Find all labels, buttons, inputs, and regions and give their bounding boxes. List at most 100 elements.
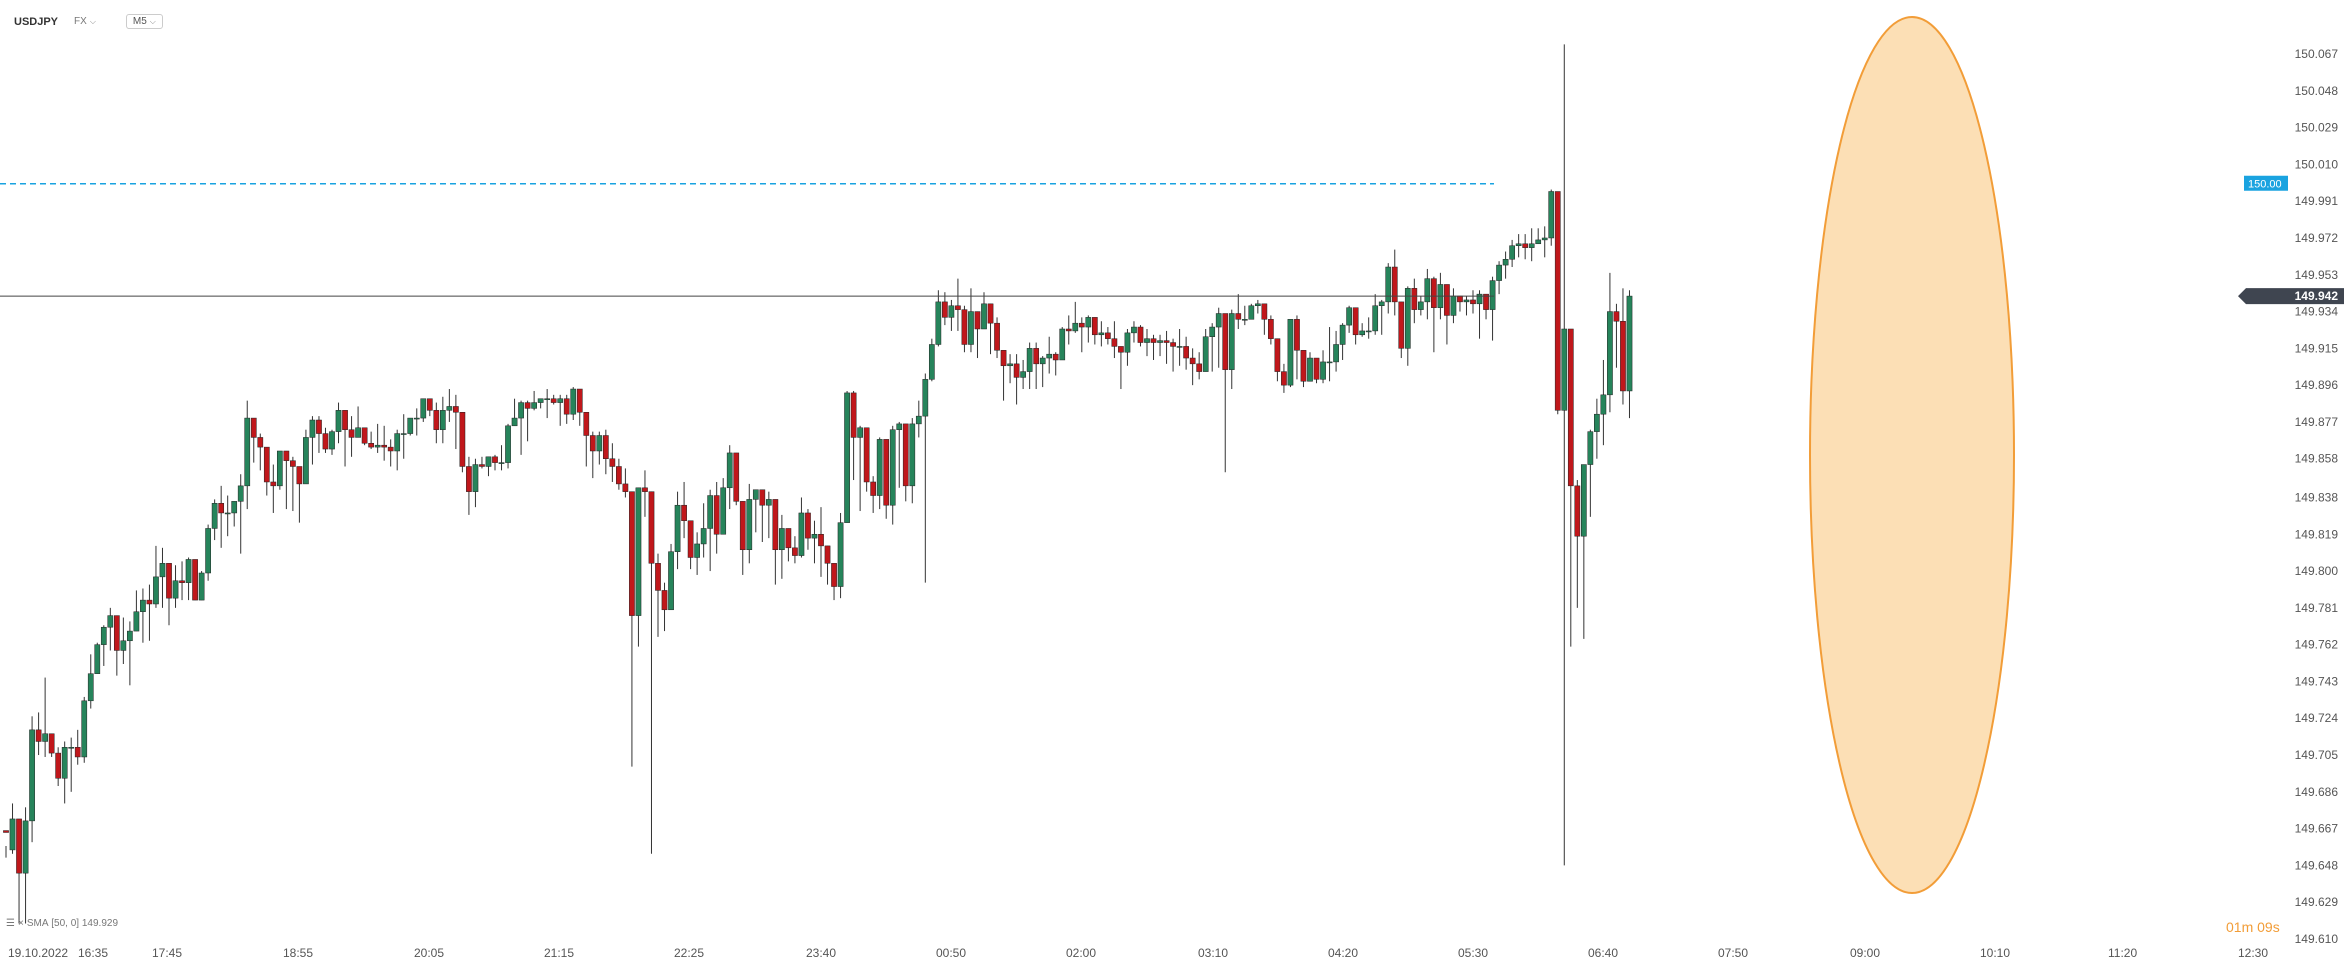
candle [1091, 317, 1098, 345]
candle [1157, 334, 1163, 357]
candle [1365, 317, 1372, 339]
candle-body-up [1515, 243, 1522, 246]
exchange-selector[interactable]: FX ⌵ [74, 16, 96, 27]
candle [413, 408, 420, 436]
candle-body-up [224, 512, 231, 515]
candle [1020, 359, 1026, 390]
candle-body-down [263, 446, 270, 483]
time-tick-label: 21:15 [544, 946, 574, 960]
candle-body-up [498, 462, 505, 464]
candle [29, 716, 35, 843]
candle-body-down [733, 452, 740, 502]
candle-body-down [453, 406, 459, 413]
level-price-tag [2244, 175, 2288, 191]
candle [1241, 305, 1248, 326]
candle [355, 406, 361, 438]
candle [1515, 234, 1522, 258]
candle [94, 642, 101, 674]
candle [55, 747, 62, 787]
candle [1261, 303, 1268, 335]
time-tick-label: 11:20 [2108, 946, 2137, 960]
time-tick-label: 16:35 [78, 946, 108, 960]
candle [1078, 317, 1085, 353]
candle [420, 398, 427, 422]
candle [433, 402, 440, 444]
candle-body-down [792, 547, 798, 556]
candle-body-down [589, 435, 596, 452]
settings-icon[interactable]: ☰ [6, 918, 15, 929]
candle-body-down [426, 398, 433, 411]
candle [1359, 323, 1366, 337]
candle-body-down [368, 442, 374, 448]
candle [179, 561, 185, 601]
candle [1404, 286, 1411, 366]
candle [759, 489, 766, 543]
candle [224, 495, 231, 537]
candle-body-up [981, 303, 987, 330]
candle [779, 514, 785, 579]
candle [1431, 276, 1437, 353]
candle-body-down [492, 456, 498, 463]
candle [1274, 338, 1281, 382]
candle-body-up [720, 487, 727, 535]
candle-body-up [400, 433, 407, 435]
candle-body-up [153, 576, 159, 605]
candle-body-up [1561, 328, 1568, 411]
candle [818, 507, 824, 577]
candle [394, 429, 401, 471]
candle-body-down [583, 412, 590, 436]
candle-body-up [407, 417, 414, 434]
candle [1033, 342, 1040, 390]
candle [883, 439, 890, 519]
candle [1346, 305, 1352, 333]
timeframe-selector[interactable]: M5 ⌵ [125, 14, 163, 29]
candle-body-down [1313, 357, 1320, 380]
candle-body-up [779, 528, 785, 551]
candle-body-up [837, 522, 844, 587]
time-axis: 19.10.2022 16:35 17:45 18:55 20:05 21:15 22:25… [8, 946, 2268, 960]
price-tick-label: 149.648 [2295, 858, 2339, 872]
candle [1574, 480, 1581, 608]
price-tick-label: 149.629 [2295, 895, 2339, 909]
candle [1150, 334, 1157, 360]
price-tick-label: 149.724 [2295, 711, 2339, 725]
candle-body-up [1007, 363, 1013, 367]
candle [798, 497, 805, 558]
candle [1281, 363, 1287, 393]
symbol-label[interactable]: USDJPY [14, 15, 59, 28]
candle-body-up [485, 456, 492, 467]
candle [3, 830, 9, 858]
time-tick-label: 19.10.2022 [8, 946, 68, 960]
lines-layer [0, 182, 1494, 297]
time-tick-label: 17:45 [152, 946, 182, 960]
exchange-label: FX [74, 16, 87, 27]
indicator-legend[interactable]: ☰ × SMA [50, 0] 149.929 [6, 918, 118, 929]
candle-body-down [739, 501, 746, 551]
candle [426, 398, 433, 417]
candle-countdown: 01m 09s [2226, 919, 2280, 935]
candle-body-down [863, 427, 870, 483]
candle [981, 292, 987, 330]
candle-body-up [765, 499, 772, 506]
candle-body-up [1541, 237, 1548, 241]
level-price-tag-label: 150.00 [2248, 179, 2282, 191]
candle-body-up [1626, 295, 1633, 392]
candle-body-up [81, 700, 88, 758]
countdown-m: m [2241, 919, 2254, 935]
candle [1176, 328, 1183, 366]
candle-body-down [687, 520, 694, 558]
candle-body-down [1274, 338, 1281, 372]
close-icon[interactable]: × [17, 918, 24, 929]
candle-body-down [1411, 288, 1418, 310]
candle [192, 559, 198, 601]
candle [1470, 290, 1476, 314]
candle-body-down [1470, 299, 1476, 305]
candle [935, 290, 942, 347]
candle-body-down [387, 446, 394, 452]
time-tick-label: 02:00 [1066, 946, 1096, 960]
candle-body-up [1365, 330, 1372, 333]
candle-body-up [198, 572, 205, 601]
candle-body-up [355, 427, 361, 438]
candle-body-up [511, 417, 518, 427]
